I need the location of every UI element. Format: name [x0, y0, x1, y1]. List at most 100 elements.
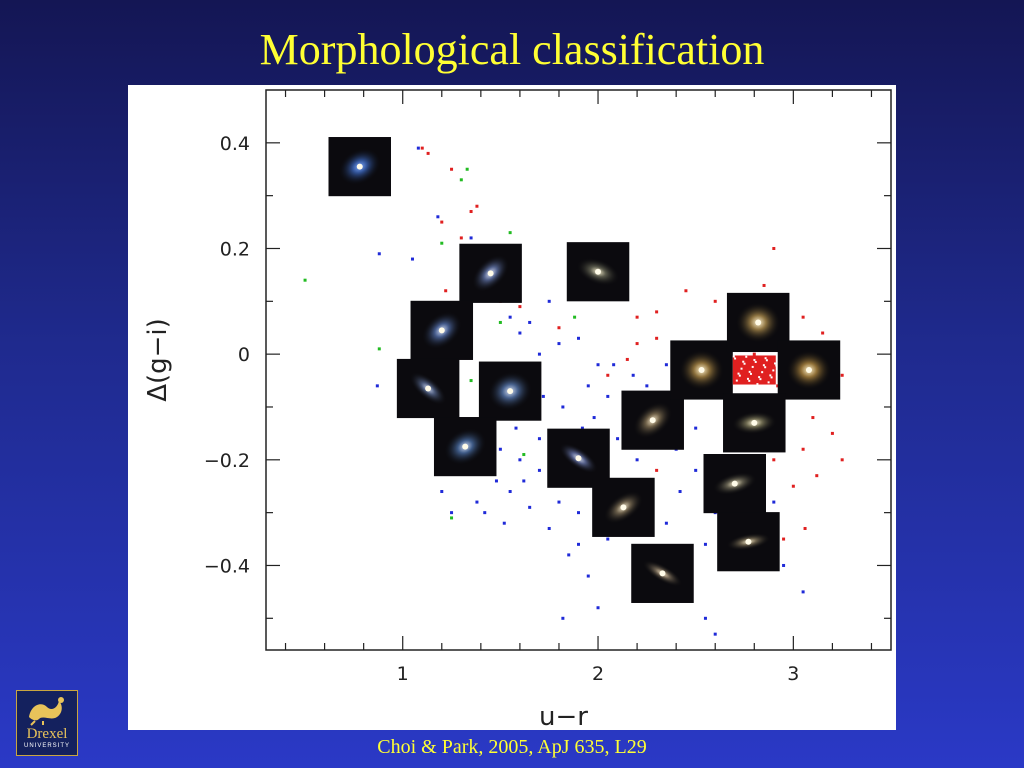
- x-tick-label: 1: [397, 663, 409, 685]
- galaxy-core: [620, 504, 627, 511]
- data-point: [580, 426, 584, 430]
- highlight-speck: [745, 355, 748, 358]
- y-axis-label: Δ(g−i): [143, 318, 173, 402]
- galaxy-thumbnail-edge-b: [631, 543, 694, 603]
- x-tick-label: 2: [592, 663, 604, 685]
- highlight-speck: [732, 355, 735, 358]
- data-point: [801, 315, 805, 319]
- data-point: [508, 315, 512, 319]
- data-point: [528, 505, 532, 509]
- galaxy-core: [507, 388, 514, 395]
- galaxy-core: [425, 385, 432, 392]
- highlight-speck: [764, 366, 767, 369]
- galaxy-thumbnail-spiral-compact: [566, 242, 630, 302]
- data-point: [635, 342, 639, 346]
- citation: Choi & Park, 2005, ApJ 635, L29: [377, 736, 647, 758]
- data-point: [440, 220, 444, 224]
- highlight-speck: [751, 365, 754, 368]
- highlight-speck: [775, 364, 778, 367]
- data-point: [596, 363, 600, 367]
- data-point: [557, 342, 561, 346]
- data-point: [762, 283, 766, 287]
- data-point: [508, 231, 512, 235]
- highlight-cluster: [732, 355, 778, 386]
- galaxy-thumbnail-elliptical-c: [777, 340, 841, 400]
- highlight-speck: [748, 379, 751, 382]
- highlight-speck: [746, 377, 749, 380]
- galaxy-core: [659, 570, 666, 577]
- data-point: [465, 167, 469, 171]
- data-point: [586, 574, 590, 578]
- galaxy-thumbnail-sa-a: [703, 454, 766, 514]
- data-point: [561, 616, 565, 620]
- galaxy-thumbnail-spiral-e: [433, 417, 497, 477]
- data-point: [664, 521, 668, 525]
- highlight-speck: [749, 372, 752, 375]
- data-point: [577, 511, 580, 515]
- data-point: [440, 241, 444, 245]
- data-point: [518, 331, 522, 335]
- data-point: [811, 416, 815, 420]
- data-point: [703, 542, 707, 546]
- data-point: [483, 511, 487, 515]
- data-point: [450, 516, 454, 520]
- data-point: [713, 632, 717, 636]
- drexel-logo: Drexel UNIVERSITY: [16, 690, 78, 756]
- data-point: [469, 236, 473, 240]
- scatter-plot-panel: 1 2 3 0.4 0.2 0 −0.2 −0.4 u−r Δ(g−i): [128, 85, 896, 730]
- galaxy-thumbnail-irregular-blue: [328, 137, 391, 197]
- data-point: [522, 479, 526, 483]
- galaxy-thumbnail-elliptical-a: [670, 340, 733, 400]
- data-point: [694, 426, 698, 430]
- highlight-speck: [774, 362, 777, 365]
- data-point: [475, 500, 479, 504]
- data-point: [498, 320, 502, 324]
- galaxy-core: [575, 455, 582, 462]
- data-point: [655, 336, 659, 340]
- data-point: [840, 458, 844, 462]
- highlight-speck: [756, 383, 759, 386]
- data-point: [514, 426, 518, 430]
- data-point: [782, 563, 786, 567]
- plot-frame: [265, 89, 892, 651]
- data-point: [606, 537, 610, 541]
- slide-title: Morphological classification: [259, 25, 765, 74]
- galaxy-core: [487, 270, 494, 277]
- data-point: [631, 373, 635, 377]
- y-tick-label: −0.2: [204, 450, 250, 472]
- highlight-speck: [767, 381, 770, 384]
- highlight-speck: [754, 360, 757, 363]
- data-point: [625, 357, 629, 361]
- data-point: [635, 315, 639, 319]
- highlight-speck: [765, 359, 768, 362]
- data-point: [606, 373, 610, 377]
- galaxy-core: [595, 268, 602, 275]
- data-point: [803, 526, 807, 530]
- data-point: [475, 204, 479, 208]
- highlight-speck: [738, 374, 741, 377]
- data-point: [303, 278, 307, 282]
- data-point: [694, 468, 698, 472]
- data-point: [782, 537, 786, 541]
- highlight-speck: [740, 367, 743, 370]
- galaxy-core: [751, 419, 758, 426]
- data-point: [616, 437, 620, 441]
- highlight-speck: [735, 379, 738, 382]
- galaxy-thumbnail-sab-a: [621, 390, 684, 450]
- data-point: [537, 352, 541, 356]
- data-point: [522, 453, 526, 457]
- data-point: [713, 299, 717, 303]
- data-point: [801, 447, 805, 451]
- data-point: [645, 384, 649, 388]
- data-point: [772, 500, 776, 504]
- data-point: [577, 336, 580, 340]
- data-point: [592, 416, 596, 420]
- y-tick-label: 0.2: [220, 238, 250, 260]
- data-point: [557, 326, 561, 330]
- highlight-speck: [748, 370, 751, 373]
- data-point: [772, 246, 776, 250]
- data-point: [684, 289, 688, 293]
- highlight-speck: [737, 372, 740, 375]
- galaxy-thumbnail-spiral-c: [396, 358, 460, 419]
- data-point: [567, 553, 571, 557]
